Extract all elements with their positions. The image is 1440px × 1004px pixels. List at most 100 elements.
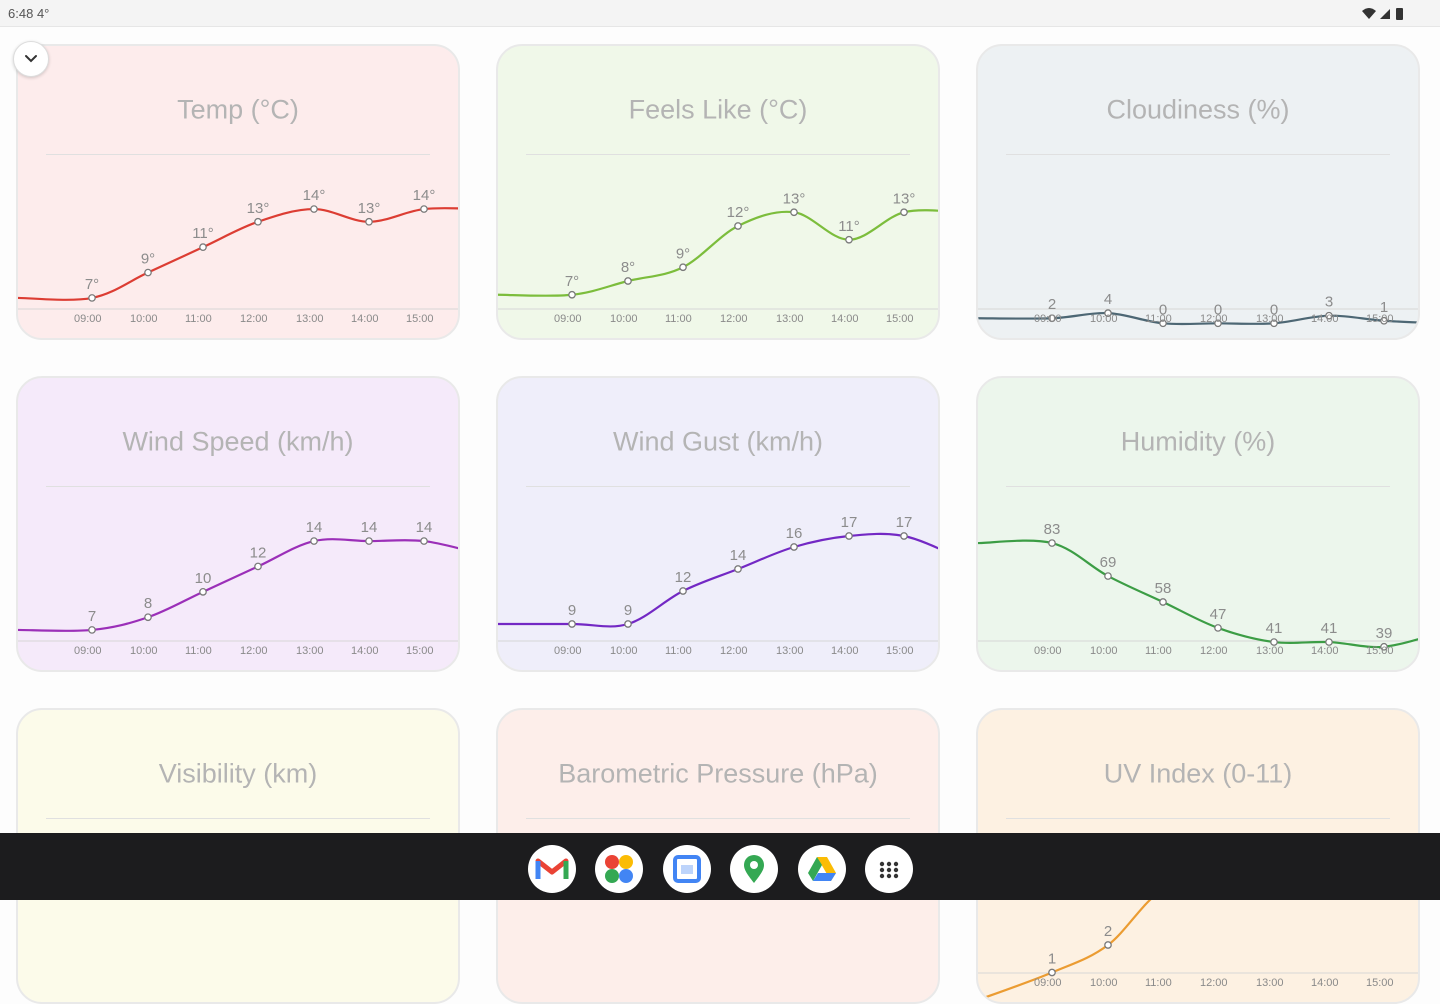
x-tick-label: 11:00: [1145, 313, 1172, 325]
chart-card-humid[interactable]: Humidity (%)836958474141394509:0010:0011…: [976, 376, 1420, 672]
data-label: 10: [195, 570, 212, 587]
x-tick-label: 14:00: [1311, 977, 1339, 989]
chart-card-gust[interactable]: Wind Gust (km/h) 9 9 12 14 16 17 17 15 09:00 10:00…: [496, 376, 940, 672]
data-label: 14°: [303, 187, 326, 204]
data-point: [1214, 624, 1222, 632]
chart-title: Barometric Pressure (hPa): [558, 758, 878, 789]
title-divider: [526, 818, 910, 819]
x-tick-label: 09:00: [1034, 645, 1062, 657]
data-point: [900, 208, 908, 217]
title-divider: [526, 486, 910, 487]
status-bar: 6:48 4°: [0, 0, 1440, 27]
x-tick-label: 15:00: [406, 645, 434, 657]
data-point: [420, 537, 428, 545]
data-label: 7°: [85, 276, 99, 293]
collapse-button[interactable]: [13, 41, 49, 77]
x-tick-label: 15:00: [1366, 977, 1394, 989]
data-point: [88, 626, 96, 634]
x-tick-label: 13:00: [296, 313, 324, 325]
chart-card-temp[interactable]: Temp (°C) 7° 9° 11° 13° 14° 13° 14° 14° 09:00 10:0…: [16, 44, 460, 340]
data-label: 13°: [358, 200, 381, 217]
signal-icon: [1380, 9, 1390, 19]
dock-app-calendar[interactable]: [663, 845, 711, 893]
data-label: 3: [1325, 294, 1333, 311]
data-label: 14: [361, 519, 378, 536]
chart-title: Humidity (%): [1120, 426, 1276, 457]
data-label: 0: [1270, 301, 1278, 318]
weather-temp: 4°: [36, 6, 50, 21]
data-point: [1325, 638, 1333, 646]
photos-icon: [605, 855, 633, 883]
data-point: [679, 263, 687, 272]
data-label: 11°: [838, 218, 860, 235]
x-tick-label: 10:00: [1090, 645, 1118, 657]
data-point: [1380, 642, 1388, 651]
data-label: 0: [1214, 301, 1222, 318]
series-line: [978, 539, 1418, 649]
x-tick-label: 14:00: [351, 645, 379, 657]
data-label: 4: [1104, 291, 1112, 308]
dock-app-maps[interactable]: [730, 845, 778, 893]
data-point: [568, 620, 576, 628]
chart-title: Wind Speed (km/h): [122, 426, 354, 457]
dock-app-drive[interactable]: [798, 845, 846, 893]
data-point: [1325, 311, 1333, 320]
data-label: 58: [1155, 580, 1172, 597]
x-tick-label: 11:00: [1145, 645, 1172, 657]
x-tick-label: 12:00: [240, 645, 268, 657]
chart-title: UV Index (0-11): [1103, 758, 1293, 789]
chart-title: Wind Gust (km/h): [612, 426, 824, 457]
data-point: [365, 537, 373, 545]
data-label: 8: [144, 595, 152, 612]
chevron-down-icon: [25, 55, 37, 63]
data-label: 39: [1376, 625, 1393, 642]
data-label: 9°: [676, 245, 690, 262]
x-tick-label: 14:00: [831, 645, 859, 657]
data-label: 47: [1210, 606, 1227, 623]
data-point: [734, 565, 742, 573]
data-label: 13°: [247, 200, 270, 217]
x-tick-label: 11:00: [185, 313, 212, 325]
title-divider: [46, 486, 430, 487]
data-point: [1104, 309, 1112, 318]
dock-app-app-drawer[interactable]: [865, 845, 913, 893]
x-tick-label: 13:00: [776, 645, 804, 657]
chart-card-wind[interactable]: Wind Speed (km/h) 7 8 10 12 14 14 14 13 09:00 10:0…: [16, 376, 460, 672]
chart-plot: 7°9°11°13°14°13°14° 14°09:00 10:00 11:00 12:…: [18, 187, 458, 325]
x-tick-label: 12:00: [1200, 645, 1228, 657]
data-point: [790, 543, 798, 551]
x-tick-label: 10:00: [130, 645, 158, 657]
battery-icon: [1396, 8, 1403, 20]
maps-icon: [744, 855, 764, 883]
data-label: 2: [1048, 296, 1056, 313]
chart-plot: 836958474141394509:0010:0011:0012:0013:0…: [978, 521, 1418, 657]
data-label: 83: [1044, 521, 1061, 538]
status-icons: [1362, 8, 1403, 20]
title-divider: [46, 818, 430, 819]
data-point: [1159, 319, 1167, 328]
x-tick-label: 10:00: [130, 313, 158, 325]
data-label: 2: [1104, 923, 1112, 940]
dock-app-gmail[interactable]: [528, 845, 576, 893]
chart-card-feels[interactable]: Feels Like (°C) 7° 8° 9° 12° 13° 11° 13° 13° 09:0…: [496, 44, 940, 340]
dock-app-photos[interactable]: [595, 845, 643, 893]
chart-title: Cloudiness (%): [1106, 94, 1290, 125]
x-tick-label: 13:00: [296, 645, 324, 657]
x-tick-label: 09:00: [554, 645, 582, 657]
chart-card-cloud[interactable]: Cloudiness (%)2400031009:0010:0011:0012:…: [976, 44, 1420, 340]
data-label: 16: [786, 525, 803, 542]
data-label: 17: [896, 514, 913, 531]
data-point: [1380, 316, 1388, 325]
x-tick-label: 11:00: [185, 645, 212, 657]
data-label: 7: [88, 608, 96, 625]
calendar-icon: [673, 855, 701, 883]
data-point: [199, 243, 207, 252]
x-tick-label: 12:00: [1200, 313, 1228, 325]
chart-plot: 7°8°9°12°13°11°13° 13°09:00 10:00 11:00 12:0…: [498, 190, 938, 325]
x-tick-label: 15:00: [886, 313, 914, 325]
status-time: 6:48 4°: [8, 6, 50, 21]
data-label: 0: [1159, 301, 1167, 318]
data-point: [310, 205, 318, 213]
x-tick-label: 09:00: [554, 313, 582, 325]
data-point: [88, 294, 96, 302]
